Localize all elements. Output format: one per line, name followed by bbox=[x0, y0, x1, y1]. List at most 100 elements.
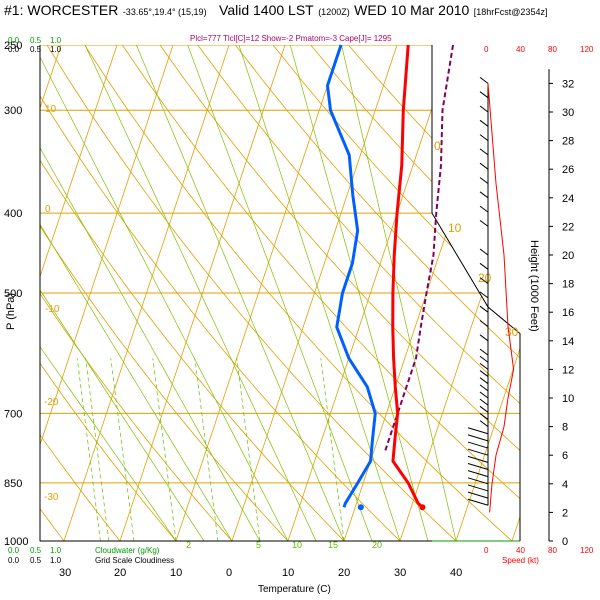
height-tick-label: 16 bbox=[562, 307, 574, 319]
temperature-tick-label: 20 bbox=[114, 567, 126, 579]
speed-tick-label-bottom: 40 bbox=[516, 546, 525, 555]
moist-adiabat-line bbox=[341, 45, 457, 541]
wind-barb bbox=[479, 262, 489, 270]
mixing-ratio-line bbox=[76, 358, 101, 541]
mixing-ratio-label: 20 bbox=[372, 540, 382, 550]
wind-barb bbox=[479, 277, 489, 285]
mixing-ratio-line bbox=[236, 358, 261, 541]
cloudiness-label-bottom: Grid Scale Cloudiness bbox=[95, 556, 174, 565]
height-tick-label: 10 bbox=[562, 393, 574, 405]
wind-barb bbox=[479, 370, 489, 377]
temperature-tick-label: 30 bbox=[394, 567, 406, 579]
moist-adiabat-label: 30 bbox=[505, 325, 519, 339]
wind-barb bbox=[479, 384, 489, 392]
cloudwater-label-top: 0.0 bbox=[8, 36, 20, 45]
dry-adiabat-label: -20 bbox=[44, 397, 59, 408]
height-tick-label: 26 bbox=[562, 164, 574, 176]
speed-axis-label: Speed (kt) bbox=[502, 556, 539, 565]
height-tick-label: 0 bbox=[562, 536, 568, 548]
utc-time: (1200Z) bbox=[318, 7, 350, 17]
mixing-ratio-line bbox=[194, 358, 219, 541]
wind-barb bbox=[479, 398, 489, 406]
pressure-tick-label: 300 bbox=[4, 105, 22, 117]
dry-adiabat-line bbox=[40, 45, 233, 541]
wind-barb bbox=[467, 463, 489, 470]
wind-barb bbox=[479, 405, 489, 413]
moist-adiabat-label: 0 bbox=[434, 139, 441, 153]
speed-tick-label-top: 40 bbox=[516, 45, 525, 54]
pressure-axis-label: P (hPa) bbox=[5, 293, 17, 330]
temperature-tick-label: 10 bbox=[170, 567, 182, 579]
cloudwater-label-top: 0.5 bbox=[30, 36, 42, 45]
height-tick-label: 30 bbox=[562, 107, 574, 119]
wind-barb bbox=[479, 191, 489, 199]
wind-barb bbox=[479, 134, 489, 142]
pressure-tick-label: 400 bbox=[4, 208, 22, 220]
pressure-tick-label: 1000 bbox=[4, 536, 28, 548]
isotherm-line bbox=[511, 45, 520, 541]
mixing-ratio-line bbox=[85, 358, 110, 541]
height-tick-label: 14 bbox=[562, 336, 574, 348]
isotherm-line bbox=[63, 45, 230, 541]
height-axis-label: Height (1000 Feet) bbox=[528, 240, 540, 332]
wind-barb bbox=[467, 491, 489, 499]
temperature-trace bbox=[391, 44, 424, 509]
height-tick-label: 24 bbox=[562, 193, 574, 205]
isotherm-line bbox=[40, 45, 118, 541]
height-tick-label: 28 bbox=[562, 136, 574, 148]
cloudiness-label-top: 0.0 bbox=[8, 45, 20, 54]
cloudiness-label-top: 1.0 bbox=[50, 45, 62, 54]
wind-speed-trace bbox=[487, 83, 515, 513]
wind-barb bbox=[467, 484, 489, 492]
temperature-tick-label: 20 bbox=[338, 567, 350, 579]
cloudwater-label-bottom: Cloudwater (g/Kg) bbox=[95, 546, 160, 555]
wind-barb bbox=[479, 362, 489, 370]
chart-header: #1: WORCESTER -33.65°,19.4° (15,19) Vali… bbox=[4, 2, 547, 20]
dry-adiabat-label: -30 bbox=[44, 492, 59, 503]
wind-barb bbox=[479, 119, 489, 127]
wind-barb bbox=[479, 391, 489, 399]
wind-barb bbox=[479, 291, 489, 299]
wind-barb bbox=[467, 448, 489, 456]
mixing-ratio-label: 5 bbox=[256, 540, 261, 550]
dry-adiabat-line bbox=[46, 45, 457, 541]
cloudwater-label-bottom: 0.5 bbox=[30, 546, 42, 555]
wind-barb bbox=[479, 413, 489, 420]
isotherm-line bbox=[568, 45, 600, 541]
wind-barb bbox=[467, 434, 489, 442]
wind-barb bbox=[479, 420, 489, 428]
dry-adiabat-line bbox=[197, 45, 520, 541]
moist-adiabat-line bbox=[187, 45, 373, 541]
height-tick-label: 8 bbox=[562, 422, 568, 434]
wind-barb bbox=[479, 320, 489, 327]
wind-barb bbox=[467, 427, 489, 435]
wind-barb bbox=[479, 205, 489, 213]
pressure-tick-label: 250 bbox=[4, 40, 22, 52]
wind-barb bbox=[467, 455, 489, 463]
dry-adiabat-line bbox=[40, 45, 121, 541]
wind-barb bbox=[467, 498, 489, 506]
station-coords: -33.65°,19.4° (15,19) bbox=[122, 7, 207, 17]
cloudwater-label-bottom: 0.0 bbox=[8, 546, 20, 555]
wind-barb bbox=[479, 177, 489, 184]
mixing-ratio-line bbox=[320, 358, 345, 541]
parcel-trace bbox=[384, 44, 454, 452]
surface-dewpoint-dot bbox=[357, 504, 364, 511]
dry-adiabat-label: 10 bbox=[45, 104, 57, 115]
forecast-info: [18hrFcst@2354z] bbox=[473, 7, 548, 17]
x-axis-label: Temperature (C) bbox=[258, 584, 331, 595]
height-tick-label: 22 bbox=[562, 221, 574, 233]
temperature-tick-label: 10 bbox=[282, 567, 294, 579]
isotherm-line bbox=[287, 45, 454, 541]
cloudiness-label-bottom: 0.5 bbox=[30, 556, 42, 565]
height-tick-label: 12 bbox=[562, 364, 574, 376]
wind-barb bbox=[479, 334, 489, 342]
cloudwater-label-bottom: 1.0 bbox=[50, 546, 62, 555]
mixing-ratio-label: 10 bbox=[292, 540, 302, 550]
speed-tick-label-top: 80 bbox=[548, 45, 557, 54]
dry-adiabat-line bbox=[235, 45, 520, 541]
plot-area bbox=[40, 45, 600, 541]
isotherm-line bbox=[40, 45, 174, 541]
dry-adiabat-line bbox=[40, 45, 345, 541]
